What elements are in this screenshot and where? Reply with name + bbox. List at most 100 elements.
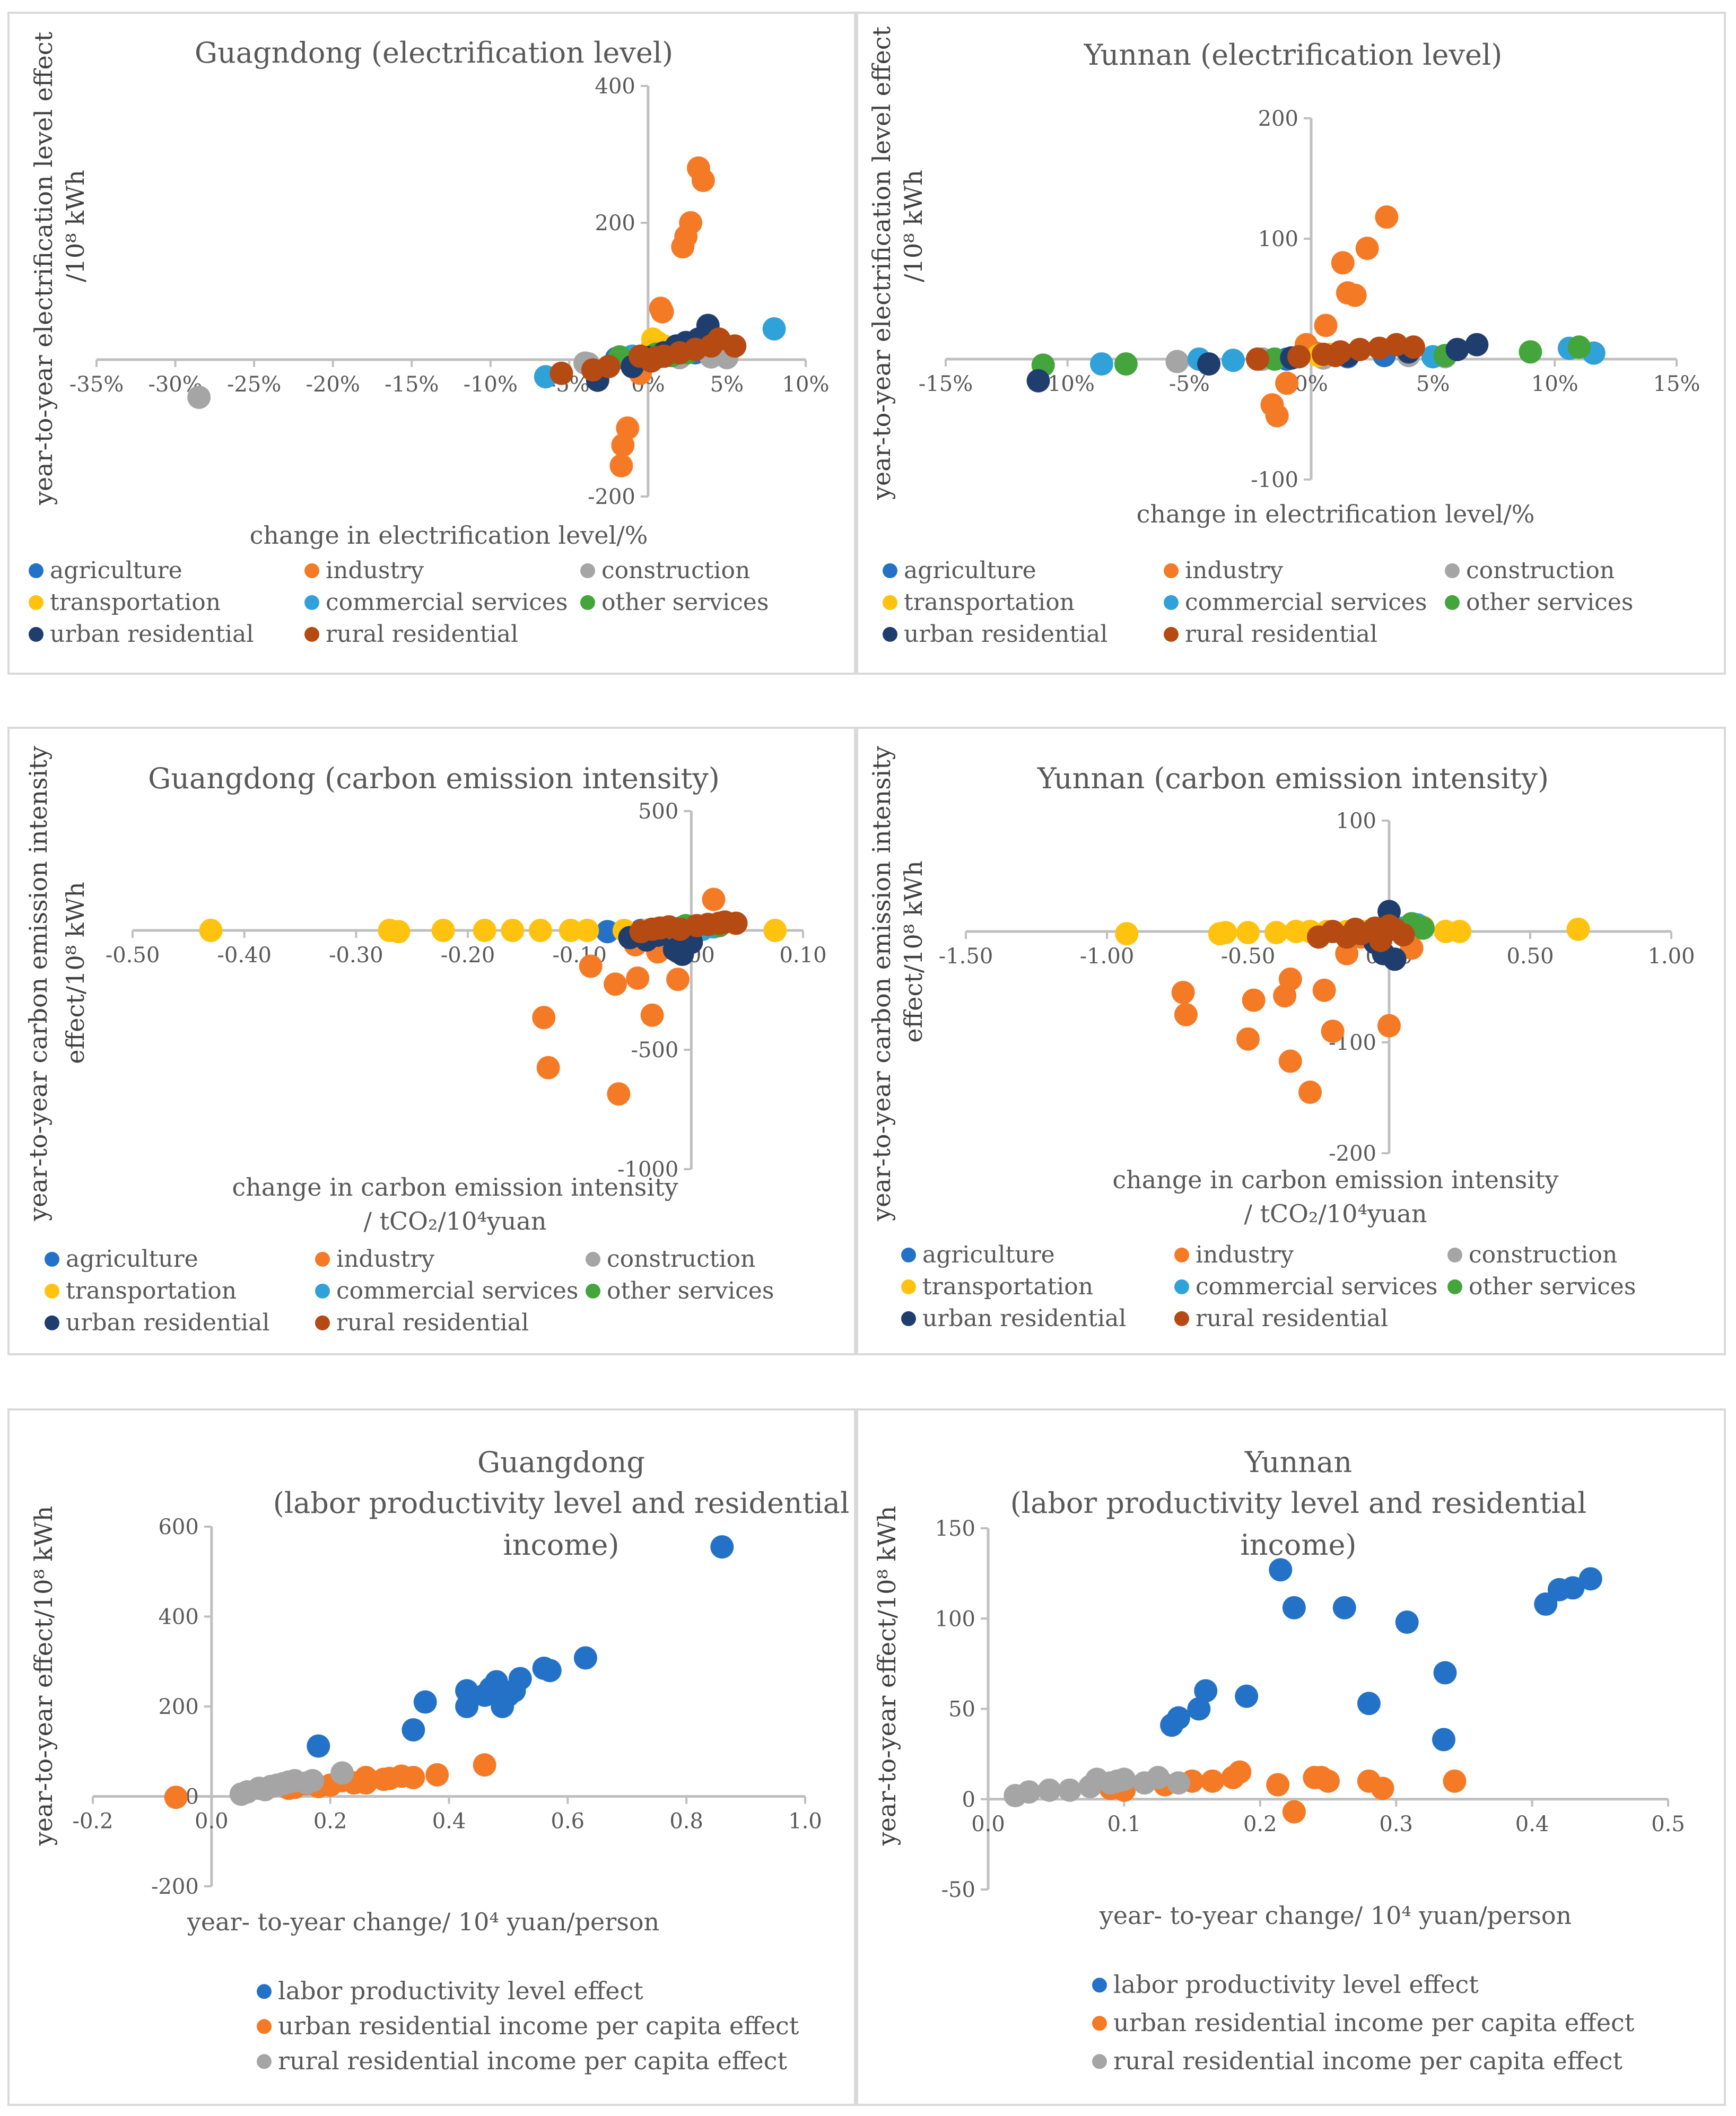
data-point xyxy=(597,354,621,378)
legend-label: rural residential income per capita effe… xyxy=(278,2047,787,2075)
x-tick-label: -0.30 xyxy=(329,943,383,968)
data-point xyxy=(307,1734,330,1758)
x-tick-label: -0.50 xyxy=(106,943,160,968)
legend-marker xyxy=(304,595,319,610)
legend-label: agriculture xyxy=(66,1246,198,1273)
legend-item: commercial services xyxy=(315,1277,579,1304)
legend-marker xyxy=(883,626,897,642)
legend-marker xyxy=(586,1251,600,1267)
legend-label: construction xyxy=(601,557,750,584)
data-point xyxy=(1377,1014,1401,1038)
legend-label: urban residential xyxy=(922,1305,1126,1332)
data-point xyxy=(691,169,715,193)
legend-marker xyxy=(1174,1247,1189,1262)
series-other-services xyxy=(1031,335,1591,377)
legend-label: other services xyxy=(1466,589,1633,616)
chart-yn-carbon: Yunnan (carbon emission intensity) year-… xyxy=(867,746,1695,1332)
legend-item: labor productivity level effect xyxy=(1092,1970,1479,1999)
legend-label: agriculture xyxy=(922,1241,1055,1268)
chart-title: Yunnan (electrification level) xyxy=(1084,38,1503,72)
legend-label: urban residential xyxy=(904,621,1107,648)
legend-item: transportation xyxy=(883,589,1075,616)
data-point xyxy=(559,919,582,942)
x-tick-label: 0.0 xyxy=(971,1812,1005,1836)
data-point xyxy=(265,1773,289,1797)
x-tick-label: -15% xyxy=(385,372,439,397)
data-point xyxy=(1331,251,1355,275)
data-point xyxy=(372,1767,396,1791)
data-point xyxy=(1201,1769,1225,1793)
series-labor-productivity-level-effect xyxy=(307,1535,734,1758)
data-point xyxy=(1465,333,1489,356)
y-axis-label: year-to-year carbon emission intensity xyxy=(24,746,53,1222)
data-point xyxy=(473,1683,496,1707)
data-point xyxy=(724,911,748,935)
data-point xyxy=(710,1535,734,1559)
y-axis-label-unit: /10⁸ kWh xyxy=(899,170,928,282)
data-point xyxy=(1344,917,1367,941)
legend-marker xyxy=(1447,1279,1462,1294)
data-point xyxy=(1114,352,1138,376)
legend-marker xyxy=(29,595,43,610)
legend-item: transportation xyxy=(29,589,221,616)
data-point xyxy=(1278,967,1302,991)
chart-title-line3: income) xyxy=(1240,1528,1356,1562)
y-axis-label: year-to-year electrification level effec… xyxy=(867,26,896,500)
legend-label: other services xyxy=(1469,1273,1636,1300)
legend-item: rural residential xyxy=(304,621,518,648)
y-tick-label: 50 xyxy=(948,1697,975,1722)
series-rural-residential-income-per-capita-effect xyxy=(229,1761,354,1806)
y-tick-label: 400 xyxy=(158,1605,198,1630)
data-point xyxy=(1026,369,1050,393)
series-rural-residential xyxy=(1307,914,1415,952)
data-point xyxy=(199,919,223,942)
legend-label: labor productivity level effect xyxy=(278,1976,643,2005)
legend-label: rural residential xyxy=(1185,621,1377,648)
legend-marker xyxy=(1445,563,1460,578)
data-point xyxy=(1371,1777,1394,1800)
legend-label: other services xyxy=(607,1277,774,1304)
legend-item: urban residential xyxy=(29,621,254,648)
data-point xyxy=(1561,1576,1585,1600)
x-tick-label: -0.50 xyxy=(1221,944,1276,969)
data-point xyxy=(579,954,603,978)
legend-marker xyxy=(315,1283,330,1299)
panel-yn-labor: Yunnan (labor productivity level and res… xyxy=(856,1408,1726,2106)
legend-marker xyxy=(901,1279,916,1294)
x-tick-label: -25% xyxy=(227,372,281,397)
x-tick-label: 5% xyxy=(1416,372,1450,396)
legend-marker xyxy=(901,1311,916,1326)
x-tick-label: -15% xyxy=(919,372,973,396)
legend-label: transportation xyxy=(922,1273,1093,1300)
data-point xyxy=(575,919,599,942)
legend-item: commercial services xyxy=(1164,589,1427,616)
legend-item: industry xyxy=(315,1246,434,1273)
data-point xyxy=(1214,921,1237,945)
legend-marker xyxy=(29,563,43,578)
legend-label: urban residential income per capita effe… xyxy=(1113,2008,1635,2037)
legend-label: labor productivity level effect xyxy=(1113,1970,1479,1999)
chart-gd-carbon: Guangdong (carbon emission intensity) ye… xyxy=(24,746,827,1336)
x-tick-label: 10% xyxy=(782,372,830,397)
legend-marker xyxy=(901,1247,916,1262)
x-tick-label: -1.00 xyxy=(1080,944,1135,969)
x-tick-label: -5% xyxy=(1169,372,1210,396)
y-tick-label: 100 xyxy=(1258,227,1298,251)
legend-item: construction xyxy=(1445,557,1615,584)
legend-item: construction xyxy=(580,557,750,584)
chart-title: Guagndong (electrification level) xyxy=(195,36,673,69)
y-tick-label: -200 xyxy=(1329,1142,1376,1166)
legend-label: urban residential xyxy=(66,1309,269,1336)
data-point xyxy=(1278,1049,1302,1073)
legend-label: industry xyxy=(1185,557,1283,584)
legend-label: urban residential xyxy=(50,621,254,648)
legend-label: transportation xyxy=(904,589,1075,616)
y-tick-label: 100 xyxy=(1336,809,1376,833)
y-axis-label: year-to-year effect/10⁸ kWh xyxy=(873,1506,901,1846)
y-tick-label: 400 xyxy=(595,74,635,99)
data-point xyxy=(1235,1684,1259,1708)
panel-yn-elec: Yunnan (electrification level) year-to-y… xyxy=(856,12,1726,675)
data-point xyxy=(187,385,211,409)
legend-item: rural residential xyxy=(1164,621,1377,648)
legend-marker xyxy=(1447,1247,1462,1262)
